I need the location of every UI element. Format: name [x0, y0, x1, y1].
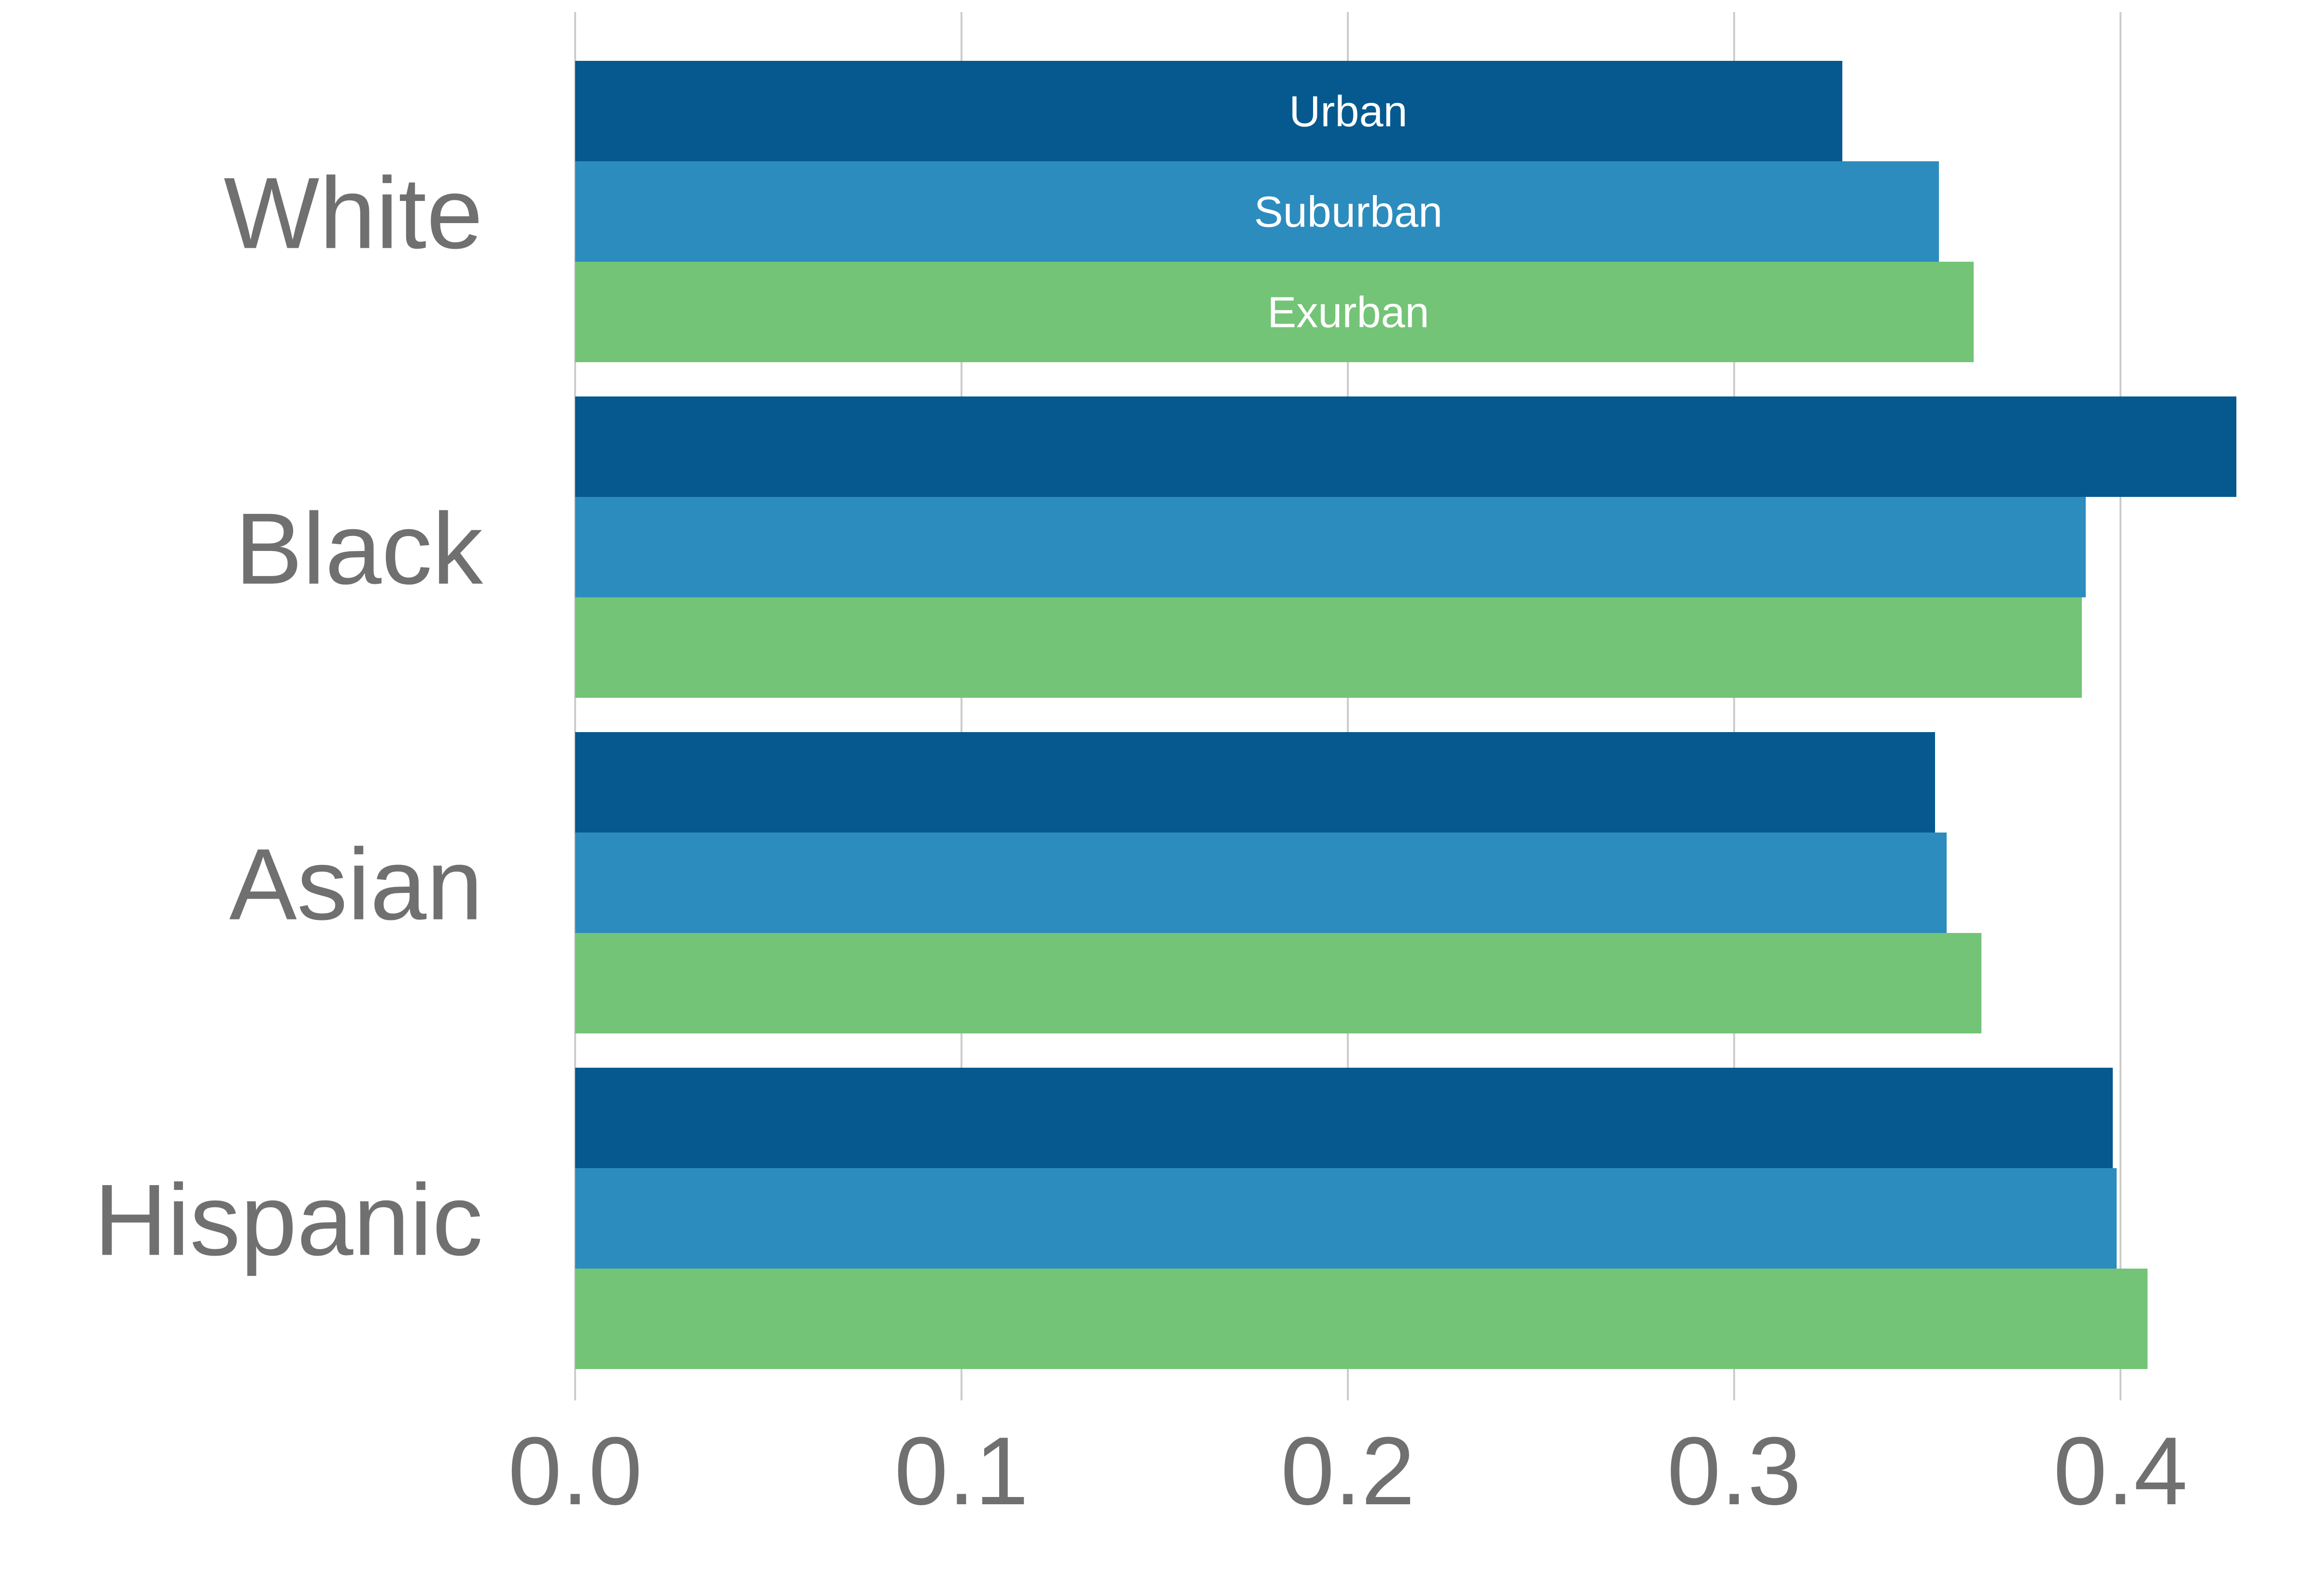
bar-black-suburban	[575, 497, 2086, 597]
bar-asian-exurban	[575, 933, 1981, 1033]
bar-hispanic-suburban	[575, 1168, 2117, 1269]
bar-black-exurban	[575, 597, 2082, 698]
bar-white-urban	[575, 61, 1842, 161]
x-tick-label: 0.3	[1667, 1417, 1801, 1525]
bar-black-urban	[575, 396, 2236, 497]
x-tick-label: 0.2	[1281, 1417, 1415, 1525]
series-label-urban: Urban	[1289, 88, 1407, 136]
bar-hispanic-exurban	[575, 1269, 2148, 1369]
category-label-asian: Asian	[229, 828, 483, 941]
bar-asian-suburban	[575, 833, 1947, 933]
labels: 0.0 0.1 0.2 0.3 0.4 Urban Suburban Exurban White…	[94, 88, 2188, 1525]
x-tick-label: 0.1	[894, 1417, 1029, 1525]
bar-hispanic-urban	[575, 1068, 2113, 1168]
category-label-white: White	[224, 156, 483, 270]
x-tick-label: 0.4	[2053, 1417, 2188, 1525]
category-label-hispanic: Hispanic	[94, 1163, 483, 1277]
bar-white-suburban	[575, 161, 1939, 262]
bars	[575, 61, 2236, 1369]
series-label-suburban: Suburban	[1254, 188, 1442, 237]
bar-white-exurban	[575, 262, 1974, 362]
bar-asian-urban	[575, 732, 1935, 833]
category-label-black: Black	[235, 492, 483, 606]
x-tick-label: 0.0	[508, 1417, 642, 1525]
series-label-exurban: Exurban	[1267, 289, 1429, 337]
